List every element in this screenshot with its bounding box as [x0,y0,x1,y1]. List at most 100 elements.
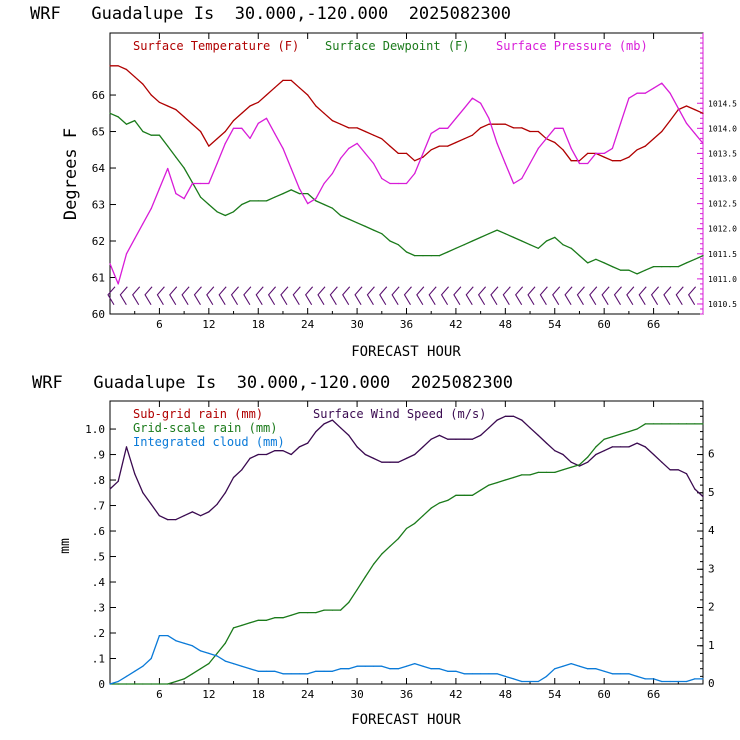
data-point [216,503,218,505]
data-point [208,182,210,185]
data-point [307,203,309,205]
data-point [471,240,473,242]
data-point [315,670,317,672]
data-point [496,482,498,484]
data-point [661,423,663,425]
data-point [463,673,465,675]
data-point [562,469,564,471]
x-tick-label: 24 [301,318,315,331]
data-point [414,453,416,456]
data-point [578,255,581,257]
y-tick-label: .4 [92,576,106,589]
data-point [183,116,185,118]
data-point [661,680,663,683]
data-point [702,142,704,144]
data-point [570,160,572,162]
data-point [389,182,391,185]
data-point [134,120,136,122]
y-tick-label: .3 [92,602,105,615]
data-point [200,130,202,133]
data-point [653,453,655,456]
data-point [265,619,268,621]
data-point [298,193,300,195]
data-point [274,87,276,89]
data-point [158,101,160,103]
data-point [545,471,548,473]
data-point [405,457,408,459]
data-point [373,563,375,565]
bottom-chart: 6 12 18 24 30 36 42 48 54 60 660.1.2.3.4.5.6.7.8.9… [58,400,715,728]
data-point [603,152,605,154]
bottom-x-axis-label: FORECAST HOUR [351,712,461,728]
data-point [249,668,251,670]
wind-barb [403,286,412,306]
wind-barb [317,286,326,306]
wind-barb [650,286,659,306]
data-point [290,453,292,456]
data-point [348,668,350,670]
data-point [150,94,152,96]
data-point [529,427,531,429]
data-point [290,79,292,81]
data-point [496,419,498,421]
data-point [290,614,292,616]
data-point [323,182,325,185]
data-point [183,198,185,200]
data-point [422,515,424,517]
data-point [447,670,449,672]
data-point [356,127,358,129]
data-point [644,145,646,147]
data-point [109,65,111,67]
y-tick-label: .7 [92,500,105,513]
data-point [249,622,251,624]
data-point [562,244,564,246]
data-point [422,255,424,257]
y-tick-label: 61 [92,272,105,285]
data-point [175,640,177,642]
data-point [158,635,160,637]
y-tick-label: .9 [92,449,105,462]
data-point [134,683,136,685]
data-point [513,678,515,680]
data-point [348,218,350,220]
wind-barb [453,286,462,306]
data-point [471,673,473,675]
data-point [521,680,523,683]
wind-barb [601,286,610,306]
data-point [620,446,622,448]
x-tick-label: 60 [598,688,611,701]
data-point [628,673,630,675]
data-point [562,149,564,151]
data-point [356,665,358,667]
data-point [513,476,515,479]
data-point [282,79,284,81]
data-point [636,149,638,151]
data-point [150,503,152,505]
data-point [537,471,539,473]
data-point [109,488,111,490]
data-point [224,142,226,144]
data-point [331,207,333,209]
data-point [513,182,515,185]
data-point [348,434,350,436]
data-point [628,431,630,433]
data-point [323,423,325,425]
data-point [587,152,589,154]
data-point [150,657,152,660]
data-point [208,145,210,147]
data-point [405,527,408,530]
data-point [455,247,457,249]
data-point [578,160,581,162]
data-point [702,678,704,680]
wind-barb [230,286,239,306]
data-point [570,663,572,665]
data-point [125,675,128,678]
data-point [241,203,243,206]
data-point [488,233,490,235]
data-point [677,266,679,268]
data-point [438,127,440,129]
wind-barb [576,286,585,306]
data-point [455,494,457,496]
data-point [471,134,473,136]
data-point [661,130,663,133]
